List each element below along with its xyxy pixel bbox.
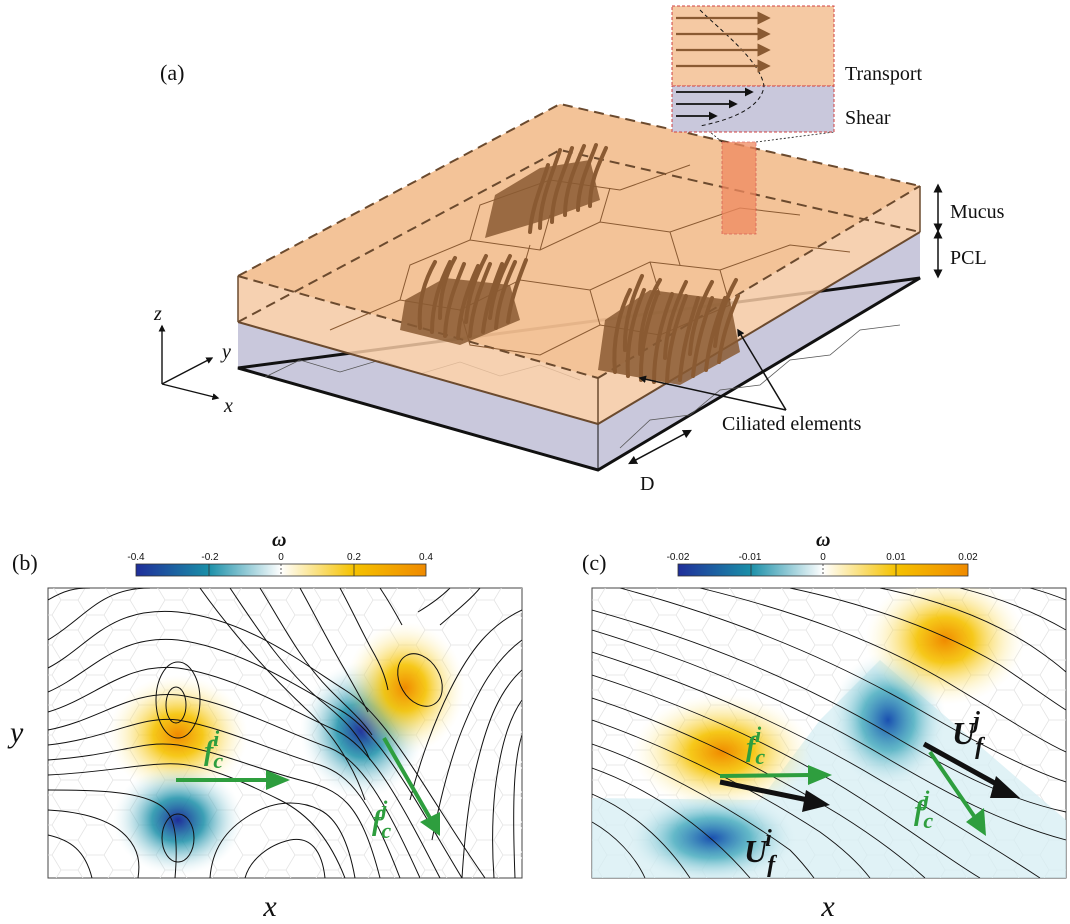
colorbar-b-tick: -0.4 <box>127 552 145 563</box>
pcl-label: PCL <box>950 247 987 269</box>
panel-b-ylabel: y <box>7 716 24 749</box>
y-axis-label: y <box>220 341 231 363</box>
svg-text:fci: fci <box>746 722 765 769</box>
colorbar-c-ticks: -0.02 -0.01 0 0.01 0.02 <box>667 552 979 563</box>
svg-text:fcj: fcj <box>914 786 933 833</box>
ciliated-elements-label: Ciliated elements <box>722 413 862 435</box>
vortex-c-neg-1 <box>627 793 797 878</box>
vortex-b-pos-1 <box>108 675 248 795</box>
panel-a: (a) <box>153 5 1005 495</box>
panel-a-label: (a) <box>160 60 184 85</box>
vortex-b-neg-1 <box>113 765 243 875</box>
colorbar-c-tick: 0 <box>820 552 826 563</box>
vortex-c-pos-1 <box>632 694 812 810</box>
panel-b-label: (b) <box>12 550 38 575</box>
velocity-label-c-j: Ufj <box>952 708 985 760</box>
ciliated-patch-2 <box>400 254 528 345</box>
force-label-b-i: fci <box>204 726 223 773</box>
colorbar-b-tick: 0 <box>278 552 284 563</box>
colorbar-b-symbol: ω <box>272 529 286 551</box>
force-label-c-i: fci <box>746 722 765 769</box>
colorbar-b-tick: 0.4 <box>419 552 433 563</box>
colorbar-b: ω -0.4 -0.2 0 0.2 0.4 <box>127 529 433 577</box>
zoom-inset: Transport Shear <box>671 5 922 133</box>
ciliated-patch-3 <box>598 274 740 385</box>
force-arrows-b <box>176 737 440 836</box>
panel-b: (b) ω -0.4 -0.2 0 0.2 0.4 <box>7 529 523 923</box>
colorbar-c-tick: 0.02 <box>958 552 978 563</box>
colorbar-c-tick: -0.02 <box>667 552 690 563</box>
colorbar-c: ω -0.02 -0.01 0 0.01 0.02 <box>667 529 979 577</box>
colorbar-c-tick: 0.01 <box>886 552 906 563</box>
force-label-b-j: fcj <box>372 796 391 843</box>
axes-triad <box>158 324 220 401</box>
d-dimension: D <box>628 429 692 495</box>
vortex-b-pos-2 <box>345 622 465 754</box>
force-label-c-j: fcj <box>914 786 933 833</box>
mucus-label: Mucus <box>950 201 1005 223</box>
force-arrows-c <box>719 750 986 836</box>
svg-text:Ufi: Ufi <box>744 826 777 878</box>
colorbar-b-tick: 0.2 <box>347 552 361 563</box>
velocity-label-c-i: Ufi <box>744 826 777 878</box>
x-axis-label: x <box>223 395 233 417</box>
ciliated-patch-1 <box>485 143 608 238</box>
velocity-arrows-c <box>719 741 1020 812</box>
panel-c-xlabel: x <box>820 890 835 923</box>
svg-text:fcj: fcj <box>372 796 391 843</box>
colorbar-c-symbol: ω <box>816 529 830 551</box>
colorbar-c-tick: -0.01 <box>739 552 762 563</box>
shear-label: Shear <box>845 107 891 129</box>
streamlines-b <box>48 588 522 878</box>
colorbar-b-tick: -0.2 <box>201 552 219 563</box>
svg-text:Ufj: Ufj <box>952 708 985 760</box>
panel-c: (c) ω -0.02 -0.01 0 0.01 0.02 <box>582 529 1067 923</box>
ciliated-annotation: Ciliated elements <box>638 328 862 435</box>
vortex-c-pos-2 <box>865 588 1025 705</box>
transport-label: Transport <box>845 63 922 85</box>
svg-text:fci: fci <box>204 726 223 773</box>
z-axis-label: z <box>153 303 162 325</box>
d-label: D <box>640 473 654 495</box>
panel-b-xlabel: x <box>262 890 277 923</box>
layer-dimension-arrows: Mucus PCL <box>933 183 1005 279</box>
colorbar-b-ticks: -0.4 -0.2 0 0.2 0.4 <box>127 552 433 563</box>
panel-c-label: (c) <box>582 550 606 575</box>
